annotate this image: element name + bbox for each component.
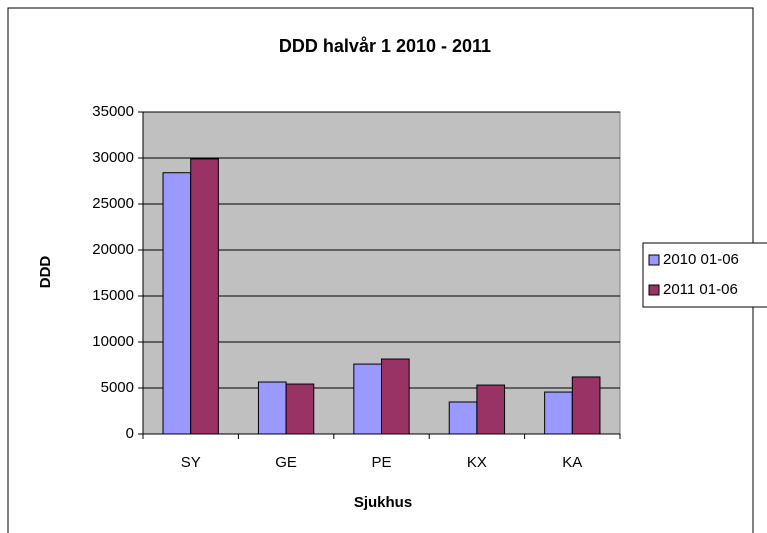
legend-box	[642, 242, 767, 308]
legend-swatch	[648, 284, 660, 296]
x-tick-label: GE	[275, 454, 297, 471]
legend-label: 2010 01-06	[663, 251, 739, 268]
bar	[571, 376, 601, 435]
bar	[285, 383, 315, 435]
legend-label: 2011 01-06	[663, 281, 738, 298]
x-tick-label: KA	[562, 454, 582, 471]
bar	[257, 381, 287, 435]
bar	[162, 172, 192, 435]
y-tick-label: 0	[126, 425, 134, 442]
bar	[544, 391, 573, 435]
x-tick-label: PE	[371, 454, 391, 471]
y-tick-label: 30000	[92, 149, 134, 166]
x-tick-label: SY	[181, 454, 201, 471]
chart-title: DDD halvår 1 2010 - 2011	[279, 36, 491, 56]
bar	[476, 384, 506, 435]
y-tick-label: 10000	[92, 333, 134, 350]
y-axis-label: DDD	[37, 256, 54, 289]
bar	[353, 363, 383, 435]
y-tick-label: 25000	[92, 195, 134, 212]
y-tick-label: 15000	[92, 287, 134, 304]
y-tick-label: 20000	[92, 241, 134, 258]
x-axis-label: Sjukhus	[354, 494, 412, 511]
legend-swatch	[648, 254, 660, 266]
bar	[190, 158, 219, 435]
bar	[448, 401, 478, 435]
x-tick-label: KX	[467, 454, 487, 471]
bar	[381, 358, 410, 435]
y-tick-label: 5000	[101, 379, 134, 396]
y-tick-label: 35000	[92, 103, 134, 120]
